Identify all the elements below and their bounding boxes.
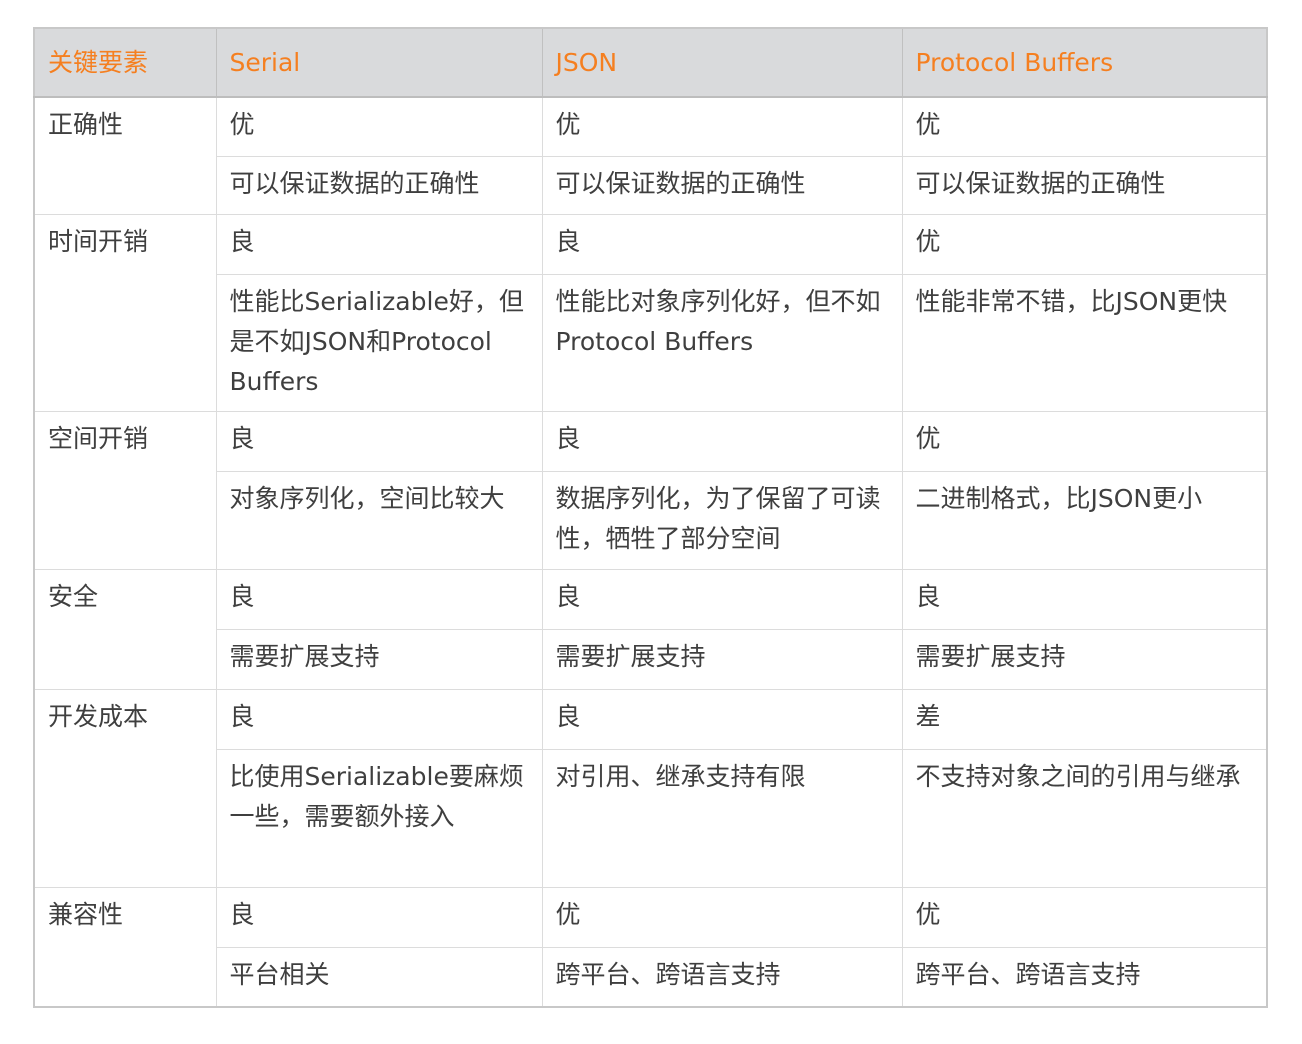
rating-serial: 良 <box>215 688 543 750</box>
description-protobuf: 不支持对象之间的引用与继承 <box>901 748 1268 888</box>
rating-row: 空间开销良良优 <box>33 410 1268 570</box>
rating-row: 开发成本良良差 <box>33 688 1268 888</box>
rating-protobuf: 优 <box>901 96 1268 157</box>
rating-serial: 优 <box>215 96 543 157</box>
factor-label: 空间开销 <box>33 410 217 570</box>
description-serial: 对象序列化，空间比较大 <box>215 470 543 570</box>
rating-json: 优 <box>541 96 903 157</box>
description-protobuf: 性能非常不错，比JSON更快 <box>901 273 1268 412</box>
description-json: 需要扩展支持 <box>541 628 903 690</box>
rating-serial: 良 <box>215 886 543 948</box>
header-protobuf: Protocol Buffers <box>901 27 1268 98</box>
rating-row: 安全良良良 <box>33 568 1268 690</box>
factor-label: 时间开销 <box>33 213 217 412</box>
rating-row: 正确性优优优 <box>33 96 1268 215</box>
description-row: 可以保证数据的正确性 可以保证数据的正确性 可以保证数据的正确性 <box>34 155 1268 215</box>
description-protobuf: 二进制格式，比JSON更小 <box>901 470 1268 570</box>
description-protobuf: 需要扩展支持 <box>901 628 1268 690</box>
description-serial: 比使用Serializable要麻烦一些，需要额外接入 <box>215 748 543 888</box>
description-json: 可以保证数据的正确性 <box>541 155 903 215</box>
rating-protobuf: 差 <box>901 688 1268 750</box>
rating-protobuf: 优 <box>901 213 1268 275</box>
rating-json: 良 <box>541 688 903 750</box>
description-row: 性能比Serializable好，但是不如JSON和Protocol Buffe… <box>34 273 1268 412</box>
description-json: 对引用、继承支持有限 <box>541 748 903 888</box>
rating-protobuf: 优 <box>901 410 1268 472</box>
rating-row: 兼容性良优优 <box>33 886 1268 1008</box>
header-serial: Serial <box>215 27 543 98</box>
rating-json: 优 <box>541 886 903 948</box>
description-row: 平台相关 跨平台、跨语言支持 跨平台、跨语言支持 <box>34 946 1268 1008</box>
rating-json: 良 <box>541 568 903 630</box>
description-protobuf: 跨平台、跨语言支持 <box>901 946 1268 1008</box>
rating-serial: 良 <box>215 410 543 472</box>
description-row: 对象序列化，空间比较大 数据序列化，为了保留了可读性，牺牲了部分空间 二进制格式，比… <box>34 470 1268 570</box>
header-json: JSON <box>541 27 903 98</box>
rating-protobuf: 优 <box>901 886 1268 948</box>
description-serial: 需要扩展支持 <box>215 628 543 690</box>
header-row: 关键要素 Serial JSON Protocol Buffers <box>33 27 1268 98</box>
description-json: 性能比对象序列化好，但不如Protocol Buffers <box>541 273 903 412</box>
description-serial: 可以保证数据的正确性 <box>215 155 543 215</box>
factor-label: 安全 <box>33 568 217 690</box>
rating-serial: 良 <box>215 568 543 630</box>
rating-protobuf: 良 <box>901 568 1268 630</box>
comparison-table: 关键要素 Serial JSON Protocol Buffers 正确性优优优… <box>33 27 1268 1008</box>
rating-json: 良 <box>541 410 903 472</box>
description-json: 跨平台、跨语言支持 <box>541 946 903 1008</box>
description-row: 需要扩展支持 需要扩展支持 需要扩展支持 <box>34 628 1268 690</box>
factor-label: 开发成本 <box>33 688 217 888</box>
description-json: 数据序列化，为了保留了可读性，牺牲了部分空间 <box>541 470 903 570</box>
description-row: 比使用Serializable要麻烦一些，需要额外接入 对引用、继承支持有限 不支持… <box>34 748 1268 888</box>
factor-label: 正确性 <box>33 96 217 215</box>
rating-serial: 良 <box>215 213 543 275</box>
factor-label: 兼容性 <box>33 886 217 1008</box>
description-protobuf: 可以保证数据的正确性 <box>901 155 1268 215</box>
description-serial: 性能比Serializable好，但是不如JSON和Protocol Buffe… <box>215 273 543 412</box>
description-serial: 平台相关 <box>215 946 543 1008</box>
rating-row: 时间开销良良优 <box>33 213 1268 412</box>
rating-json: 良 <box>541 213 903 275</box>
header-key-factor: 关键要素 <box>33 27 217 98</box>
